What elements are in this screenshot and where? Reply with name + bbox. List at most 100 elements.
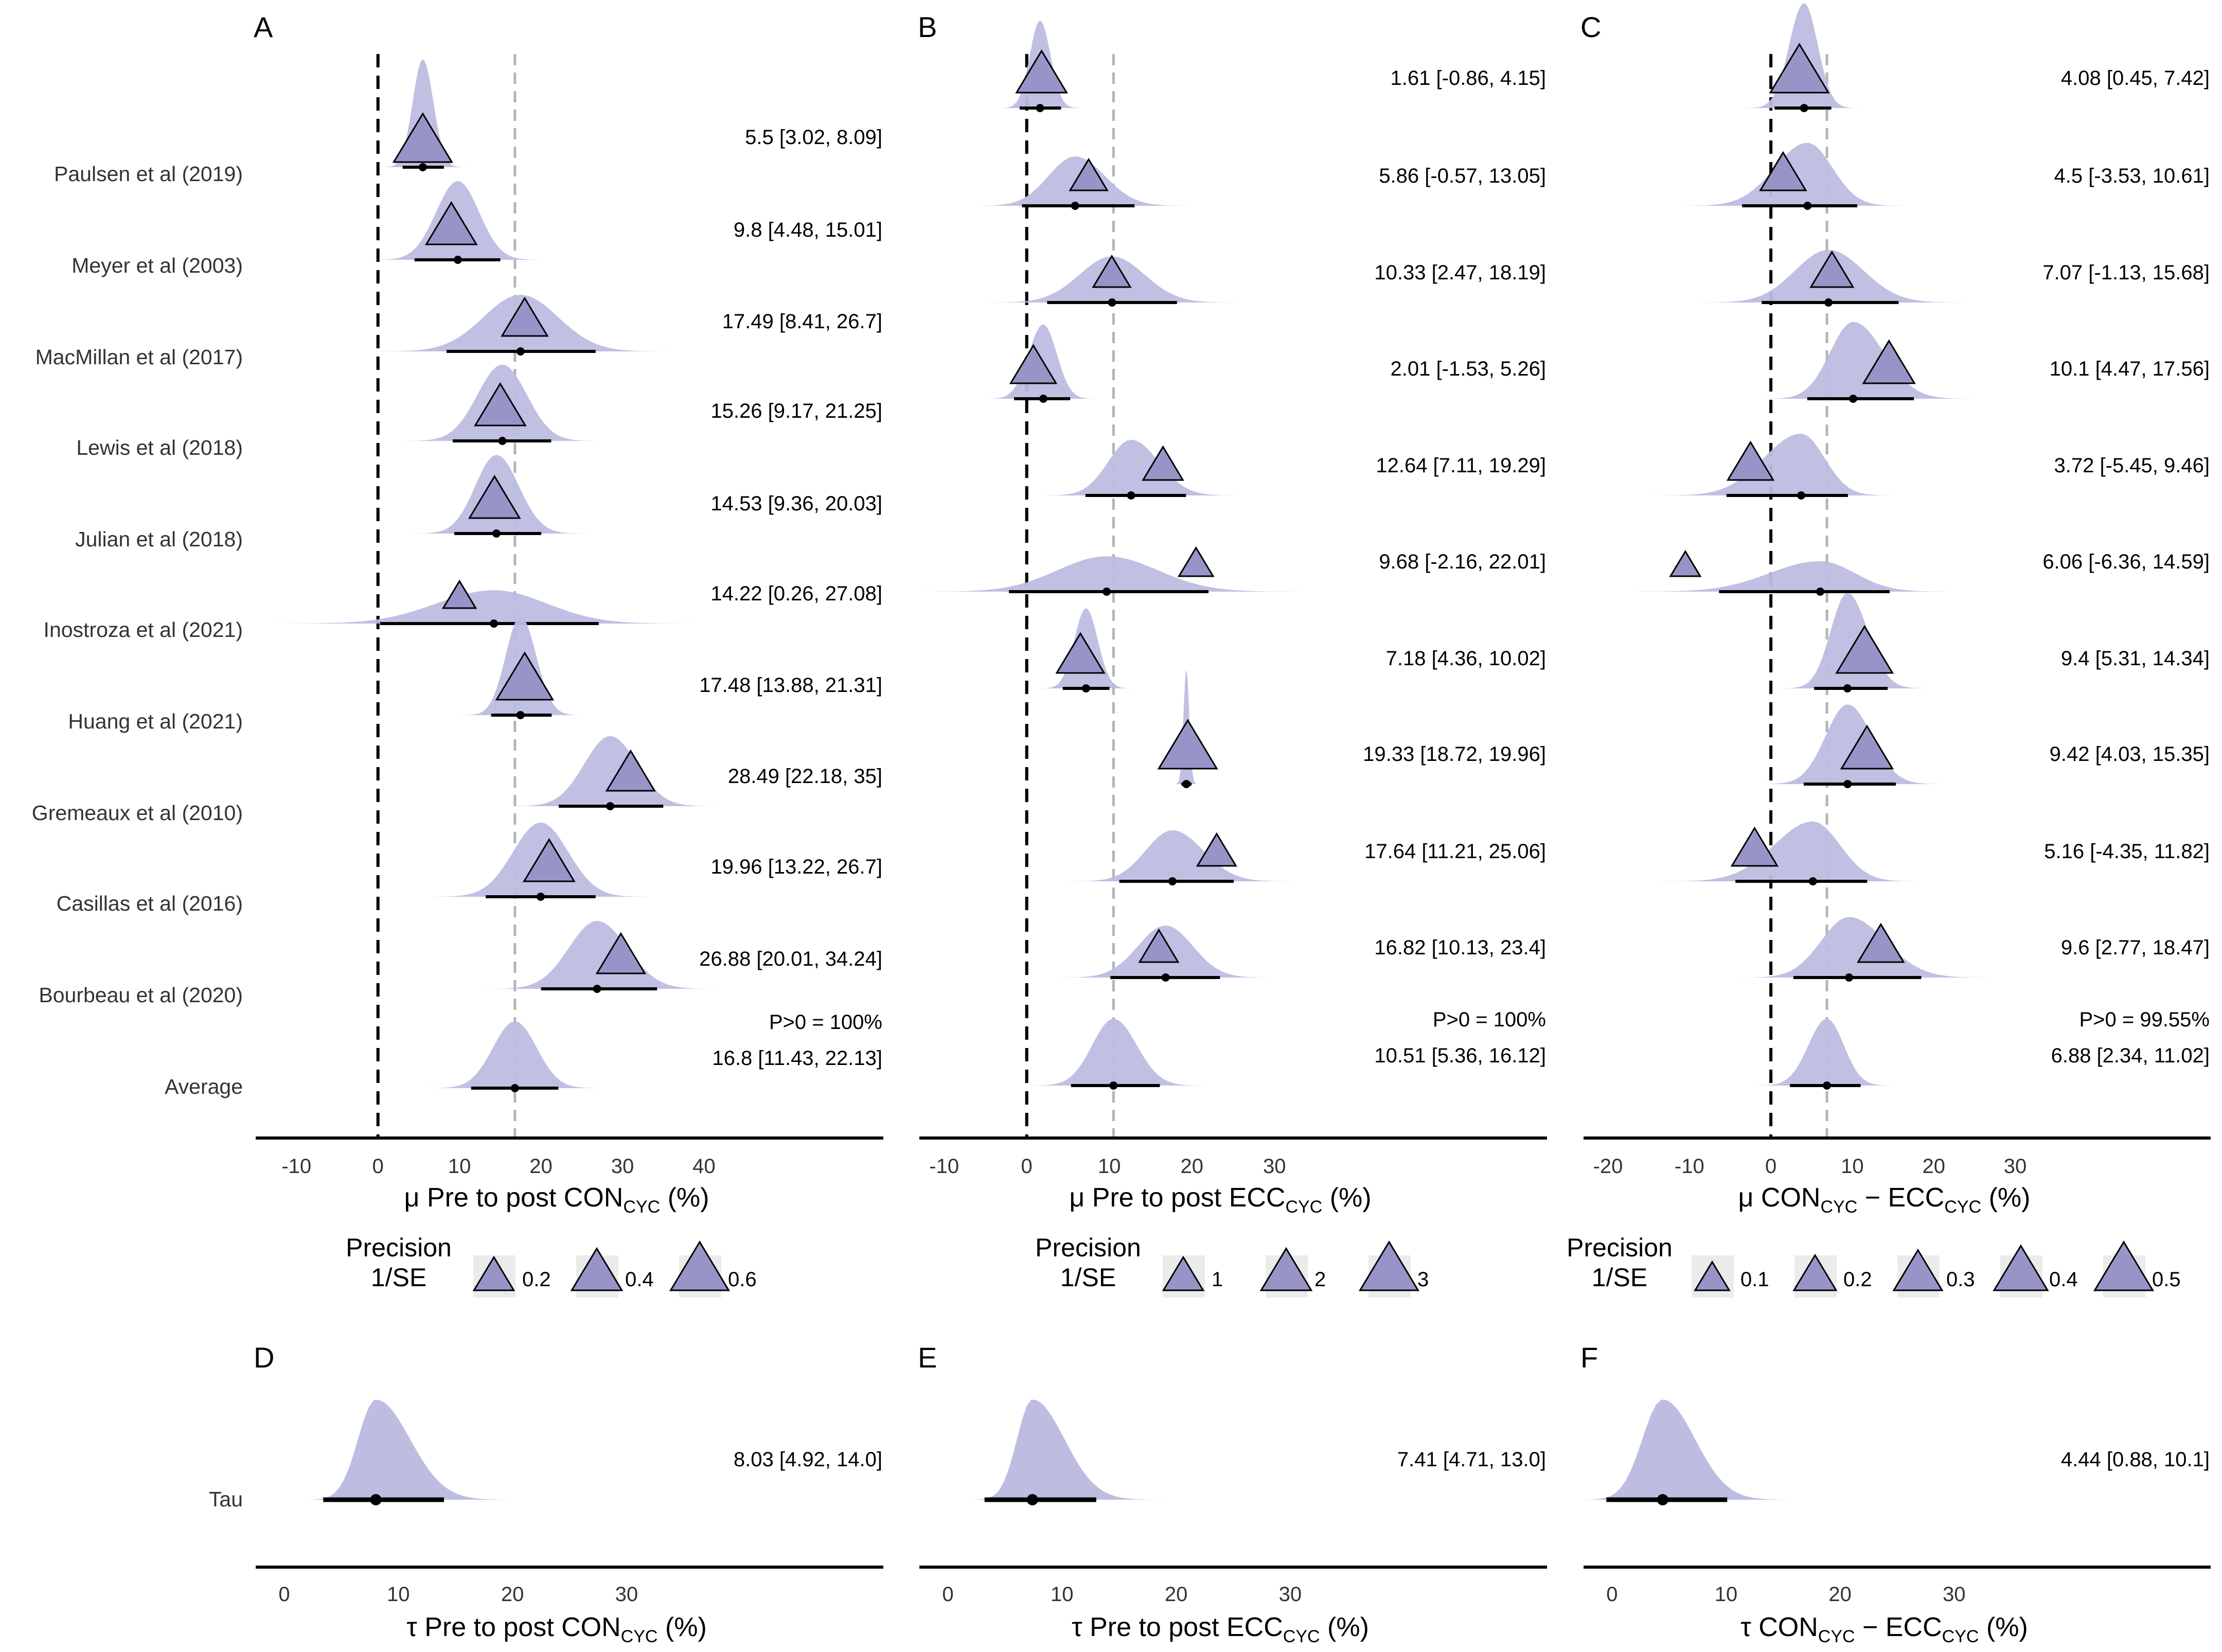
axis-title-subscript: CYC	[623, 1197, 660, 1217]
observed-effect-marker	[1157, 719, 1218, 770]
tau-point-estimate	[1657, 1494, 1668, 1505]
observed-effect-marker	[1177, 546, 1215, 577]
point-estimate	[1843, 780, 1852, 788]
legend-triangle	[669, 1240, 731, 1291]
point-estimate	[1039, 395, 1047, 403]
tau-estimate-label: 8.03 [4.92, 14.0]	[734, 1448, 882, 1471]
axis-title-text: (%)	[660, 1183, 709, 1213]
x-tick-label: 30	[1263, 1155, 1286, 1178]
point-estimate	[516, 347, 525, 356]
study-label: MacMillan et al (2017)	[35, 345, 243, 369]
point-estimate	[1843, 684, 1852, 692]
legend-label: 1	[1212, 1268, 1223, 1291]
legend-triangle	[1358, 1240, 1420, 1291]
legend-triangle	[570, 1247, 624, 1291]
axis-title: τ Pre to post CONCYC (%)	[406, 1612, 707, 1646]
x-tick-label: 0	[1021, 1155, 1033, 1178]
point-estimate	[536, 893, 545, 901]
probability-label: P>0 = 100%	[769, 1011, 882, 1034]
legend-triangle	[472, 1255, 515, 1291]
estimate-label: 9.4 [5.31, 14.34]	[2061, 647, 2210, 670]
legend-triangle	[2093, 1240, 2155, 1291]
panel-letter-b: B	[918, 11, 937, 43]
estimate-label: 16.8 [11.43, 22.13]	[712, 1047, 882, 1070]
observed-effect-marker	[1840, 724, 1894, 770]
legend-title: Precision	[346, 1233, 452, 1262]
study-label: Meyer et al (2003)	[72, 254, 243, 277]
legend-label: 0.6	[728, 1268, 757, 1291]
posterior-density	[1551, 433, 1960, 495]
x-tick-label: -10	[281, 1155, 311, 1178]
estimate-label: 10.51 [5.36, 16.12]	[1374, 1044, 1546, 1067]
axis-title-text: (%)	[1320, 1612, 1369, 1642]
axis-title: τ Pre to post ECCCYC (%)	[1072, 1612, 1369, 1646]
panel-letter-f: F	[1580, 1341, 1598, 1374]
legend-subtitle: 1/SE	[1060, 1263, 1116, 1292]
estimate-label: 3.72 [-5.45, 9.46]	[2054, 454, 2210, 477]
observed-effect-marker	[1055, 632, 1106, 674]
posterior-density	[366, 1021, 663, 1088]
legend-label: 3	[1417, 1268, 1429, 1291]
observed-effect-marker	[1015, 49, 1068, 94]
observed-effect-marker	[473, 382, 527, 427]
estimate-label: 10.33 [2.47, 18.19]	[1374, 261, 1546, 284]
estimate-label: 6.06 [-6.36, 14.59]	[2042, 550, 2210, 573]
x-tick-label: 20	[529, 1155, 553, 1178]
study-label: Casillas et al (2016)	[57, 892, 243, 915]
posterior-density	[993, 830, 1379, 881]
legend-triangle	[1259, 1247, 1313, 1291]
estimate-label: 7.07 [-1.13, 15.68]	[2042, 261, 2210, 284]
point-estimate	[1081, 684, 1090, 692]
point-estimate	[1109, 1081, 1118, 1090]
legend-triangle	[1694, 1260, 1731, 1291]
x-tick-label: 30	[611, 1155, 634, 1178]
panel-d: 8.03 [4.92, 14.0] 0 10 20 30 τ Pre to post CO…	[253, 1399, 883, 1646]
observed-effect-marker	[1092, 254, 1132, 288]
point-estimate	[489, 619, 498, 628]
legend-label: 0.3	[1946, 1268, 1975, 1291]
posterior-density	[969, 1019, 1271, 1086]
estimate-label: 17.64 [11.21, 25.06]	[1364, 840, 1546, 863]
tau-estimate-label: 4.44 [0.88, 10.1]	[2061, 1448, 2210, 1471]
legend-label: 0.4	[2049, 1268, 2078, 1291]
study-label: Gremeaux et al (2010)	[32, 801, 243, 825]
average-label: Average	[165, 1075, 243, 1098]
observed-effect-marker	[1009, 344, 1058, 384]
panel-letter-d: D	[254, 1341, 274, 1374]
legend-label: 0.1	[1740, 1268, 1769, 1291]
legend-label: 0.5	[2152, 1268, 2181, 1291]
estimate-label: 5.5 [3.02, 8.09]	[745, 126, 882, 149]
point-estimate	[1797, 491, 1806, 500]
estimate-label: 9.6 [2.77, 18.47]	[2061, 936, 2210, 959]
x-tick-label: 30	[1943, 1583, 1966, 1606]
panel-e: 7.41 [4.71, 13.0] 0 10 20 30 τ Pre to post EC…	[919, 1399, 1547, 1646]
estimate-label: 19.33 [18.72, 19.96]	[1363, 743, 1546, 766]
panel-b: 1.61 [-0.86, 4.15] 5.86 [-0.57, 13.05] 10.…	[779, 21, 1547, 1298]
point-estimate	[1168, 877, 1177, 885]
x-tick-label: 20	[1828, 1583, 1852, 1606]
observed-effect-marker	[1730, 826, 1779, 867]
estimate-label: 4.08 [0.45, 7.42]	[2061, 67, 2210, 90]
axis-title-subscript: CYC	[621, 1627, 658, 1646]
point-estimate	[492, 529, 501, 538]
tau-label: Tau	[209, 1487, 243, 1511]
observed-effect-marker	[1138, 928, 1180, 963]
observed-effect-marker	[1142, 445, 1184, 481]
posterior-density	[436, 736, 790, 806]
legend-subtitle: 1/SE	[1592, 1263, 1647, 1292]
panel-c: 4.08 [0.45, 7.42] 4.5 [-3.53, 10.61] 7.07 …	[1482, 3, 2211, 1298]
estimate-label: 12.64 [7.11, 19.29]	[1376, 454, 1546, 477]
legend-label: 0.4	[625, 1268, 654, 1291]
observed-effect-marker	[1726, 440, 1775, 481]
x-tick-label: 20	[1922, 1155, 1945, 1178]
posterior-density	[1482, 561, 2054, 592]
axis-title-text: τ CON	[1740, 1612, 1818, 1642]
posterior-density	[1700, 1019, 1943, 1086]
axis-title: μ Pre to post ECCCYC (%)	[1069, 1183, 1371, 1217]
observed-effect-marker	[1862, 339, 1916, 384]
x-tick-label: 10	[448, 1155, 471, 1178]
x-tick-label: 20	[501, 1583, 524, 1606]
observed-effect-marker	[595, 932, 646, 974]
x-tick-label: 30	[2004, 1155, 2027, 1178]
